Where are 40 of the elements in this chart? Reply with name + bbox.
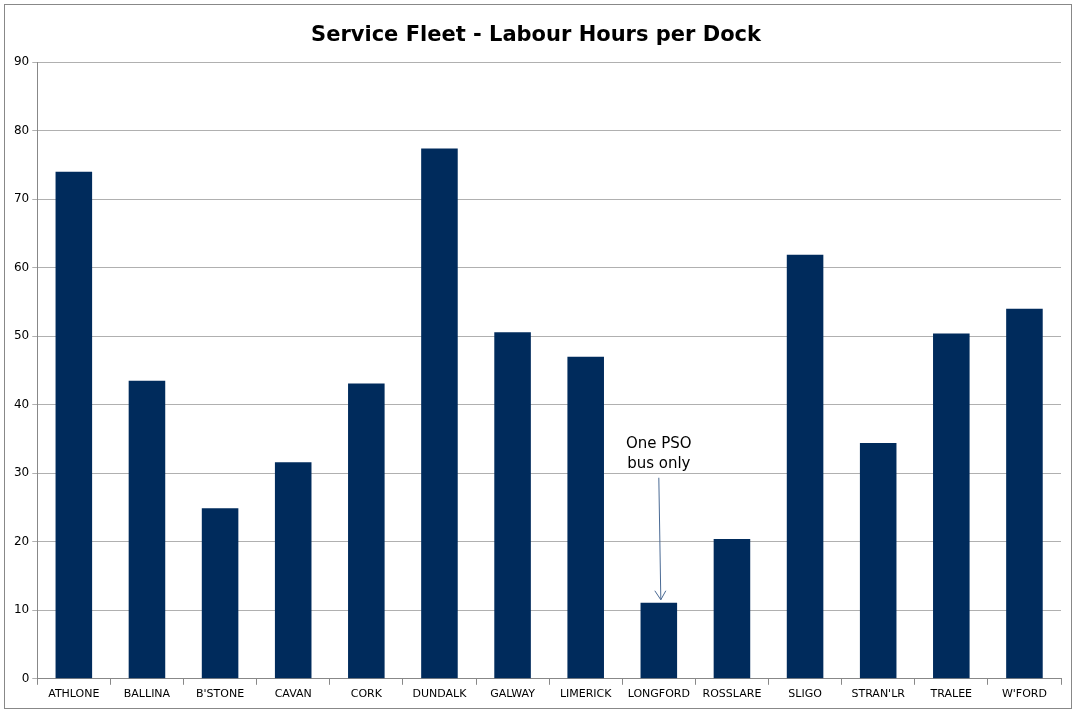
bar bbox=[933, 333, 970, 679]
bar bbox=[713, 539, 751, 679]
bar bbox=[494, 332, 531, 679]
y-tick-label: 10 bbox=[13, 602, 30, 617]
y-tick-label: 0 bbox=[21, 670, 30, 685]
y-tick-label: 70 bbox=[13, 191, 30, 206]
y-tick-label: 80 bbox=[13, 122, 30, 137]
y-tick-label: 90 bbox=[13, 54, 30, 69]
x-tick-label: CORK bbox=[350, 687, 383, 701]
y-tick-label: 60 bbox=[13, 259, 30, 274]
bar bbox=[421, 148, 458, 679]
annotation: One PSO bus only bbox=[625, 433, 692, 472]
bar bbox=[567, 356, 604, 679]
x-tick-label: CAVAN bbox=[274, 687, 312, 701]
bar bbox=[1006, 308, 1043, 679]
x-tick-label: GALWAY bbox=[490, 687, 536, 701]
x-tick-label: BALLINA bbox=[123, 687, 171, 701]
bar bbox=[55, 171, 93, 679]
x-tick-label: LIMERICK bbox=[559, 687, 613, 701]
y-tick-label: 30 bbox=[13, 465, 30, 480]
x-tick-label: TRALEE bbox=[929, 687, 973, 701]
x-tick-label: ATHLONE bbox=[48, 687, 100, 701]
bar bbox=[640, 602, 678, 679]
x-tick-label: ROSSLARE bbox=[702, 687, 762, 701]
y-tick-label: 40 bbox=[13, 396, 30, 411]
x-tick-label: LONGFORD bbox=[627, 687, 690, 701]
y-tick-label: 50 bbox=[13, 328, 30, 343]
x-tick-label: STRAN'LR bbox=[851, 687, 906, 701]
x-tick-label: W'FORD bbox=[1001, 687, 1047, 701]
bar bbox=[128, 380, 166, 679]
x-tick-label: SLIGO bbox=[788, 687, 823, 701]
bar bbox=[786, 254, 824, 679]
x-tick-label: DUNDALK bbox=[412, 687, 468, 701]
bar bbox=[859, 443, 897, 679]
y-tick-label: 20 bbox=[13, 533, 30, 548]
bar bbox=[201, 508, 239, 679]
bar bbox=[348, 383, 385, 679]
chart-title: Service Fleet - Labour Hours per Dock bbox=[311, 22, 763, 47]
x-tick-label: B'STONE bbox=[196, 687, 245, 701]
bar bbox=[274, 462, 312, 679]
